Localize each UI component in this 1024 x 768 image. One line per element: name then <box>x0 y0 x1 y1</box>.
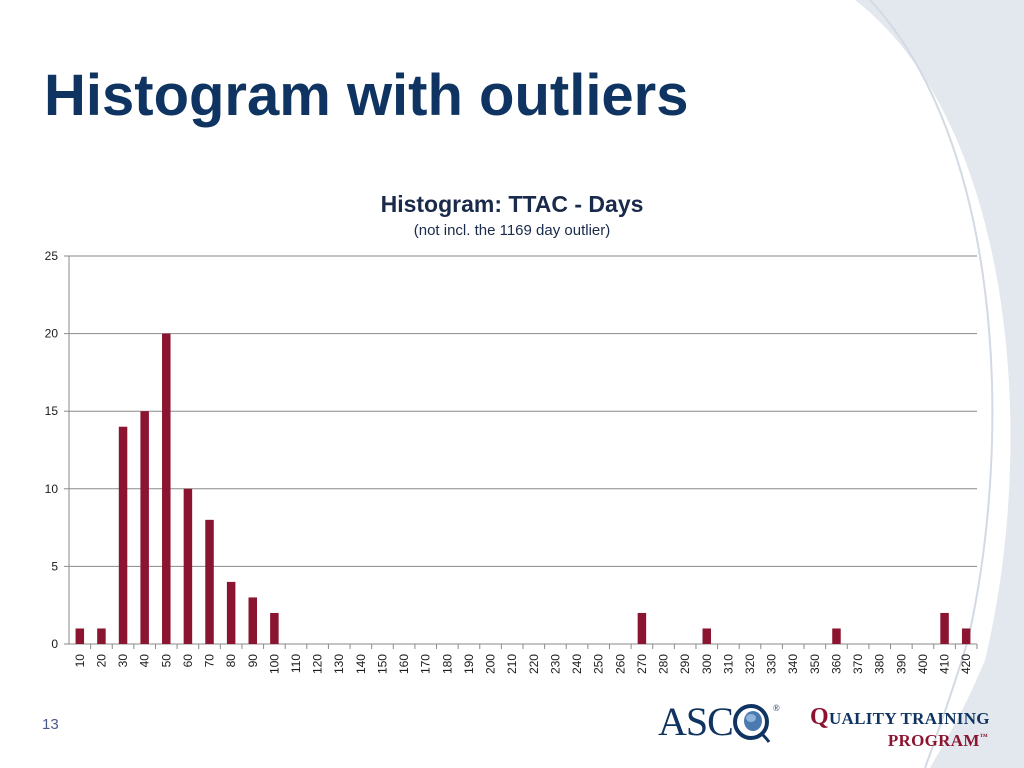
chart-title: Histogram: TTAC - Days <box>380 191 644 217</box>
x-tick-label: 210 <box>505 654 519 674</box>
x-tick-label: 320 <box>743 654 757 674</box>
histogram-bar <box>270 612 279 644</box>
histogram-bar <box>97 628 106 644</box>
x-tick-label: 140 <box>354 654 368 674</box>
histogram-bar <box>832 628 841 644</box>
x-tick-label: 100 <box>267 654 281 674</box>
x-tick-label: 130 <box>332 654 346 674</box>
x-tick-label: 150 <box>375 654 389 674</box>
x-tick-label: 300 <box>700 654 714 674</box>
x-tick-label: 340 <box>786 654 800 674</box>
histogram-bar <box>118 426 128 644</box>
histogram-bar <box>226 581 236 644</box>
x-tick-label: 380 <box>873 654 887 674</box>
slide-title: Histogram with outliers <box>44 63 689 128</box>
x-tick-label: 230 <box>548 654 562 674</box>
x-tick-label: 90 <box>246 654 260 668</box>
histogram-bar <box>162 333 171 644</box>
x-tick-label: 370 <box>851 654 865 674</box>
y-tick-label: 15 <box>45 404 59 418</box>
y-tick-label: 0 <box>51 637 58 651</box>
x-tick-label: 30 <box>116 654 130 668</box>
x-tick-label: 120 <box>311 654 325 674</box>
histogram-bar <box>248 597 258 644</box>
x-tick-label: 260 <box>613 654 627 674</box>
histogram-bar <box>75 628 85 644</box>
x-tick-label: 20 <box>94 654 108 668</box>
histogram-bar <box>140 411 149 644</box>
qtp-line2-text: PROGRAM <box>887 731 980 750</box>
x-tick-label: 410 <box>938 654 952 674</box>
x-tick-label: 310 <box>721 654 735 674</box>
x-tick-label: 160 <box>397 654 411 674</box>
page-number: 13 <box>42 716 59 733</box>
histogram-bar <box>702 628 712 644</box>
x-tick-label: 50 <box>159 654 173 668</box>
x-tick-label: 190 <box>462 654 476 674</box>
x-tick-label: 40 <box>138 654 152 668</box>
x-tick-label: 420 <box>959 654 973 674</box>
x-tick-label: 280 <box>657 654 671 674</box>
x-tick-label: 70 <box>203 654 217 668</box>
asco-logo-text: ASC <box>658 699 734 744</box>
x-tick-label: 360 <box>829 654 843 674</box>
histogram-bar <box>183 488 193 644</box>
x-tick-label: 170 <box>419 654 433 674</box>
x-tick-label: 80 <box>224 654 238 668</box>
chart-subtitle: (not incl. the 1169 day outlier) <box>413 222 611 239</box>
quality-training-program-logo: QUALITY TRAINING PROGRAM™ <box>810 704 1000 751</box>
asco-logo: ASC ® <box>658 700 780 744</box>
histogram-bar <box>205 519 214 644</box>
histogram-bar <box>961 628 971 644</box>
x-tick-label: 250 <box>592 654 606 674</box>
x-tick-label: 330 <box>765 654 779 674</box>
histogram-bar <box>637 612 647 644</box>
x-tick-label: 220 <box>527 654 541 674</box>
y-tick-label: 20 <box>45 327 59 341</box>
x-tick-label: 270 <box>635 654 649 674</box>
qtp-line1-text: UALITY TRAINING <box>828 709 990 728</box>
x-tick-label: 350 <box>808 654 822 674</box>
y-tick-label: 5 <box>51 559 58 573</box>
x-tick-label: 200 <box>484 654 498 674</box>
x-tick-label: 290 <box>678 654 692 674</box>
x-tick-label: 180 <box>440 654 454 674</box>
qtp-initial: Q <box>810 704 829 730</box>
x-tick-label: 400 <box>916 654 930 674</box>
y-tick-label: 10 <box>45 482 59 496</box>
x-tick-label: 390 <box>894 654 908 674</box>
x-tick-label: 240 <box>570 654 584 674</box>
histogram-bar <box>940 612 949 644</box>
x-tick-label: 110 <box>289 654 303 673</box>
x-tick-label: 10 <box>73 654 87 668</box>
qtp-trademark: ™ <box>979 732 988 741</box>
asco-registered-mark: ® <box>772 703 780 713</box>
asco-globe-icon <box>732 704 771 743</box>
x-tick-label: 60 <box>181 654 195 668</box>
y-tick-label: 25 <box>45 249 59 263</box>
